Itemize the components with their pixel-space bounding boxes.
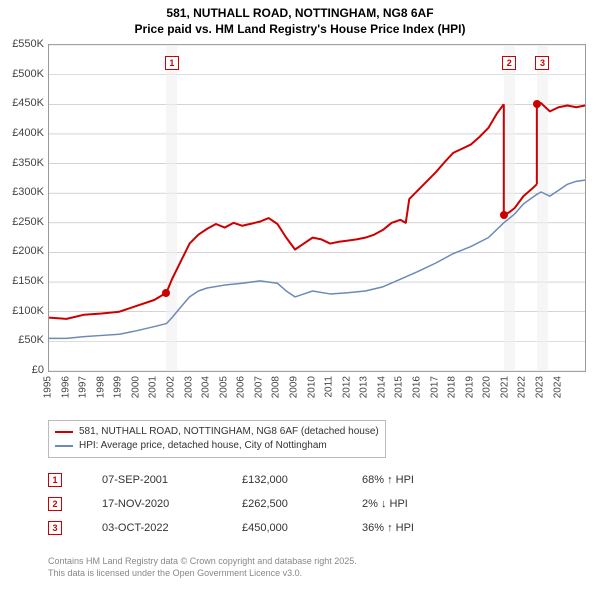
legend-label: 581, NUTHALL ROAD, NOTTINGHAM, NG8 6AF (… xyxy=(79,425,379,439)
x-tick-label: 2000 xyxy=(130,376,141,398)
x-tick-label: 2018 xyxy=(447,376,458,398)
x-tick-label: 2013 xyxy=(359,376,370,398)
y-tick-label: £100K xyxy=(12,305,44,317)
y-tick-label: £0 xyxy=(32,364,44,376)
x-tick-label: 2012 xyxy=(341,376,352,398)
band-marker: 1 xyxy=(165,56,179,70)
x-tick-label: 2010 xyxy=(306,376,317,398)
x-tick-label: 2014 xyxy=(376,376,387,398)
x-tick-label: 2002 xyxy=(166,376,177,398)
x-tick-label: 1998 xyxy=(95,376,106,398)
y-tick-label: £350K xyxy=(12,157,44,169)
x-tick-label: 2004 xyxy=(201,376,212,398)
sales-delta: 2% ↓ HPI xyxy=(362,498,408,510)
y-tick-label: £450K xyxy=(12,97,44,109)
plot-area: 1 2 3 xyxy=(48,44,586,372)
sales-row: 2 17-NOV-2020 £262,500 2% ↓ HPI xyxy=(48,492,414,516)
x-tick-label: 1995 xyxy=(43,376,54,398)
sales-delta: 68% ↑ HPI xyxy=(362,474,414,486)
footer-attribution: Contains HM Land Registry data © Crown c… xyxy=(48,556,357,579)
sales-marker: 3 xyxy=(48,521,62,535)
x-tick-label: 2017 xyxy=(429,376,440,398)
title-line-1: 581, NUTHALL ROAD, NOTTINGHAM, NG8 6AF xyxy=(166,6,433,20)
x-tick-label: 1999 xyxy=(113,376,124,398)
sales-date: 03-OCT-2022 xyxy=(102,522,212,534)
data-series xyxy=(49,45,585,371)
x-tick-label: 1996 xyxy=(60,376,71,398)
y-tick-label: £200K xyxy=(12,245,44,257)
x-tick-label: 2005 xyxy=(218,376,229,398)
sales-date: 07-SEP-2001 xyxy=(102,474,212,486)
sale-dot xyxy=(533,100,541,108)
x-tick-label: 2006 xyxy=(236,376,247,398)
sales-row: 3 03-OCT-2022 £450,000 36% ↑ HPI xyxy=(48,516,414,540)
x-tick-label: 2023 xyxy=(535,376,546,398)
chart-container: { "title_line1": "581, NUTHALL ROAD, NOT… xyxy=(0,0,600,590)
sale-dot xyxy=(162,289,170,297)
x-tick-label: 1997 xyxy=(78,376,89,398)
x-tick-label: 2022 xyxy=(517,376,528,398)
legend-swatch xyxy=(55,431,73,433)
legend-row: HPI: Average price, detached house, City… xyxy=(55,439,379,453)
legend-row: 581, NUTHALL ROAD, NOTTINGHAM, NG8 6AF (… xyxy=(55,425,379,439)
x-tick-label: 2007 xyxy=(253,376,264,398)
x-tick-label: 2009 xyxy=(289,376,300,398)
chart-title: 581, NUTHALL ROAD, NOTTINGHAM, NG8 6AF P… xyxy=(0,0,600,37)
sales-price: £450,000 xyxy=(242,522,332,534)
x-tick-label: 2020 xyxy=(482,376,493,398)
sales-delta: 36% ↑ HPI xyxy=(362,522,414,534)
x-tick-label: 2015 xyxy=(394,376,405,398)
y-tick-label: £500K xyxy=(12,68,44,80)
x-tick-label: 2001 xyxy=(148,376,159,398)
footer-line-2: This data is licensed under the Open Gov… xyxy=(48,568,302,578)
x-tick-label: 2024 xyxy=(552,376,563,398)
sales-date: 17-NOV-2020 xyxy=(102,498,212,510)
sale-dot xyxy=(500,211,508,219)
sales-marker: 1 xyxy=(48,473,62,487)
band-marker: 3 xyxy=(535,56,549,70)
legend-label: HPI: Average price, detached house, City… xyxy=(79,439,327,453)
y-tick-label: £250K xyxy=(12,216,44,228)
x-tick-label: 2019 xyxy=(464,376,475,398)
sales-table: 1 07-SEP-2001 £132,000 68% ↑ HPI 2 17-NOV-202… xyxy=(48,468,414,540)
x-tick-label: 2008 xyxy=(271,376,282,398)
band-marker: 2 xyxy=(502,56,516,70)
footer-line-1: Contains HM Land Registry data © Crown c… xyxy=(48,556,357,566)
y-tick-label: £50K xyxy=(18,334,44,346)
x-tick-label: 2016 xyxy=(412,376,423,398)
x-tick-label: 2003 xyxy=(183,376,194,398)
sales-price: £262,500 xyxy=(242,498,332,510)
x-tick-label: 2011 xyxy=(324,376,335,398)
legend-swatch xyxy=(55,445,73,447)
sales-price: £132,000 xyxy=(242,474,332,486)
sales-row: 1 07-SEP-2001 £132,000 68% ↑ HPI xyxy=(48,468,414,492)
title-line-2: Price paid vs. HM Land Registry's House … xyxy=(135,22,466,36)
y-tick-label: £550K xyxy=(12,38,44,50)
y-tick-label: £150K xyxy=(12,275,44,287)
y-tick-label: £300K xyxy=(12,186,44,198)
x-tick-label: 2021 xyxy=(499,376,510,398)
sales-marker: 2 xyxy=(48,497,62,511)
y-tick-label: £400K xyxy=(12,127,44,139)
legend: 581, NUTHALL ROAD, NOTTINGHAM, NG8 6AF (… xyxy=(48,420,386,458)
